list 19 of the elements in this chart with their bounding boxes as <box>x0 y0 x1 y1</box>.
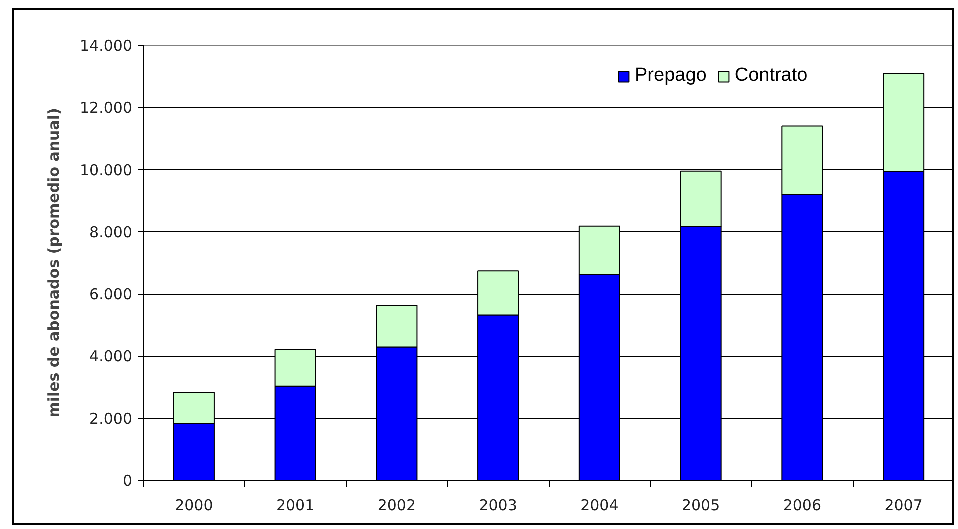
x-tick-label: 2003 <box>479 496 518 514</box>
x-tick-label: 2007 <box>884 496 923 514</box>
legend-label: Prepago <box>635 65 707 87</box>
y-tick-label: 12.000 <box>80 99 133 118</box>
x-tick-label: 2002 <box>378 496 416 514</box>
x-tick-label: 2005 <box>682 496 720 514</box>
y-tick-label: 6.000 <box>90 286 133 304</box>
y-tick-label: 0 <box>122 472 133 490</box>
x-tick-label: 2004 <box>580 496 619 514</box>
y-tick-label: 4.000 <box>90 348 133 366</box>
y-tick-label: 2.000 <box>90 410 133 428</box>
y-tick-label: 8.000 <box>90 223 133 242</box>
x-tick-label: 2000 <box>175 496 214 514</box>
y-axis-title: miles de abonados (promedio anual) <box>45 108 64 418</box>
x-tick-label: 2001 <box>276 496 315 514</box>
x-tick-label: 2006 <box>783 496 822 514</box>
y-tick-label: 14.000 <box>80 37 133 55</box>
y-tick-label: 10.000 <box>80 161 133 180</box>
legend-label: Contrato <box>734 65 808 87</box>
